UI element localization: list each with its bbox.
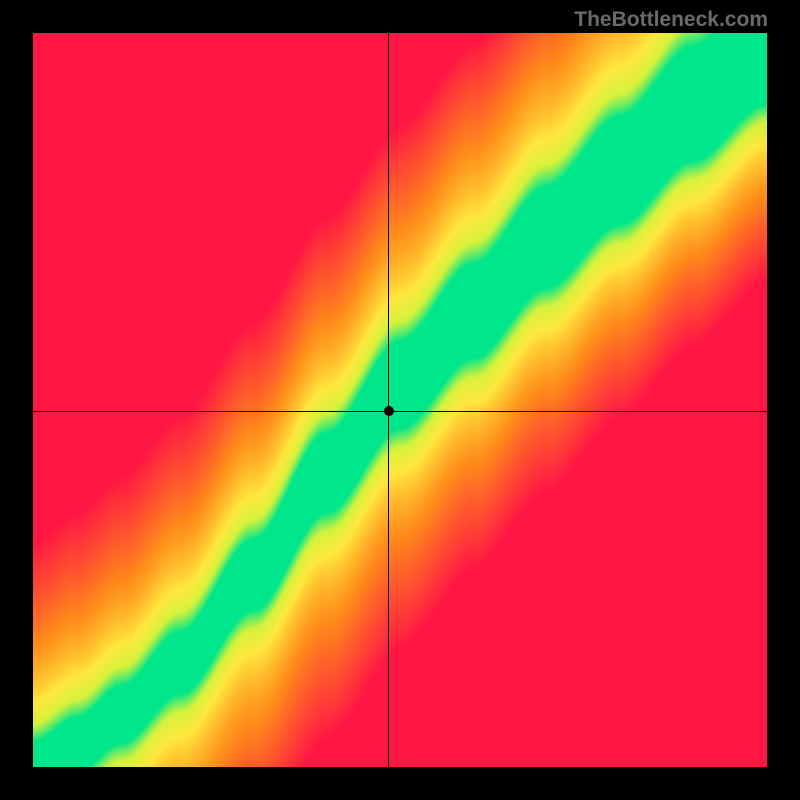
bottleneck-heatmap	[33, 33, 767, 767]
crosshair-horizontal	[33, 411, 767, 412]
crosshair-marker	[384, 406, 394, 416]
heatmap-canvas	[33, 33, 767, 767]
crosshair-vertical	[388, 33, 389, 767]
watermark-text: TheBottleneck.com	[574, 8, 768, 32]
